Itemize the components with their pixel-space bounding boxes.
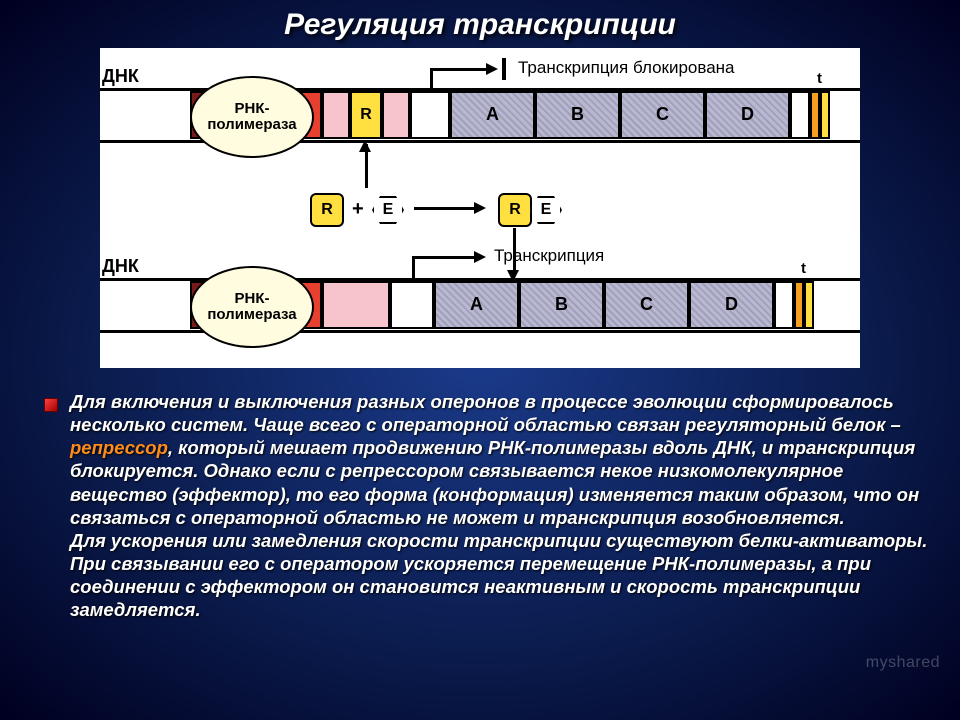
effector-complex: E — [530, 196, 562, 224]
seg-spacer — [410, 91, 450, 139]
seg-spacer — [790, 91, 810, 139]
slide-root: Регуляция транскрипции ДНК R A B C D t Р… — [0, 0, 960, 720]
caption-blocked: Транскрипция блокирована — [518, 58, 735, 78]
arrow-head-icon — [486, 63, 498, 75]
arrow-head-icon — [474, 202, 486, 214]
seg-operator — [382, 91, 410, 139]
dna-label: ДНК — [102, 66, 139, 87]
polymerase-label: РНК-полимераза — [207, 291, 296, 323]
arrow-stem — [430, 68, 433, 90]
polymerase-label: РНК-полимераза — [207, 101, 296, 133]
plus-sign: + — [352, 198, 364, 221]
seg-terminator — [820, 91, 830, 139]
gene-A — [434, 281, 519, 329]
body-para2: Для ускорения или замедления скорости тр… — [70, 530, 927, 620]
seg-operator — [322, 91, 350, 139]
repressor-free: R — [310, 193, 344, 227]
gene-C — [620, 91, 705, 139]
seg-terminator — [810, 91, 820, 139]
gene-D — [689, 281, 774, 329]
highlight-repressor: репрессор — [70, 437, 168, 458]
body-paragraph: Для включения и выключения разных оперон… — [70, 390, 930, 621]
bullet-icon — [44, 398, 58, 412]
arrow-head-icon — [474, 251, 486, 263]
body-part2: , который мешает продвижению РНК-полимер… — [70, 437, 919, 527]
arrow-head-icon — [359, 140, 371, 152]
effector-free: E — [372, 196, 404, 224]
gene-C — [604, 281, 689, 329]
seg-spacer — [390, 281, 434, 329]
gene-B — [519, 281, 604, 329]
operon-diagram: ДНК R A B C D t РНК-полимераза Транскри — [100, 48, 860, 368]
caption-active: Транскрипция — [494, 246, 604, 266]
rna-polymerase: РНК-полимераза — [190, 266, 314, 348]
repressor-complex: R — [498, 193, 532, 227]
repressor-bound: R — [350, 91, 382, 139]
gene-A — [450, 91, 535, 139]
seg-operator — [322, 281, 390, 329]
body-part1: Для включения и выключения разных оперон… — [70, 391, 901, 435]
dna-label: ДНК — [102, 256, 139, 277]
gene-D — [705, 91, 790, 139]
block-stop-icon — [502, 58, 506, 80]
slide-title: Регуляция транскрипции — [0, 0, 960, 42]
watermark: myshared — [866, 654, 940, 672]
rna-polymerase: РНК-полимераза — [190, 76, 314, 158]
terminator-label: t — [801, 260, 806, 277]
seg-terminator — [794, 281, 804, 329]
terminator-label: t — [817, 70, 822, 87]
gene-B — [535, 91, 620, 139]
reaction-arrow — [414, 207, 474, 210]
arrow-stem — [412, 256, 415, 280]
arrow-stem — [412, 256, 474, 259]
seg-spacer — [774, 281, 794, 329]
arrow-stem — [430, 68, 486, 71]
seg-terminator — [804, 281, 814, 329]
